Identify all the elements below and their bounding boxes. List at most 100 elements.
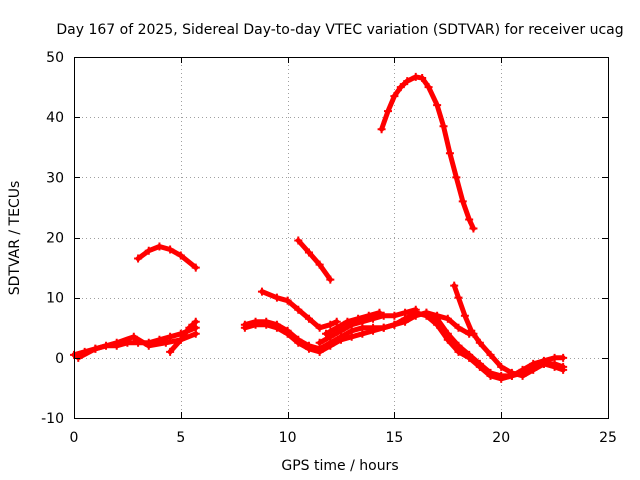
y-tick-label: 30	[46, 170, 64, 186]
x-tick-label: 5	[176, 430, 185, 446]
series-line-arc-4	[135, 244, 199, 271]
y-tick-label: 0	[55, 351, 64, 367]
data-point-arc-10	[322, 329, 331, 338]
data-point-arc-9	[379, 311, 388, 320]
x-tick-label: 25	[599, 430, 617, 446]
data-point-arc-2	[112, 338, 121, 347]
data-point-arc-2	[191, 329, 200, 338]
data-point-arc-2	[91, 344, 100, 353]
data-point-arc-4	[176, 251, 185, 260]
data-point-arc-8	[326, 275, 335, 284]
data-point-arc-13	[422, 308, 431, 317]
data-point-arc-11	[469, 224, 478, 233]
series-line-arc-8	[295, 238, 333, 283]
data-point-arc-8	[294, 236, 303, 245]
data-point-arc-6	[475, 362, 484, 371]
data-point-arc-10	[332, 323, 341, 332]
data-point-arc-6	[240, 320, 249, 329]
data-point-arc-10	[364, 311, 373, 320]
data-point-arc-6	[369, 323, 378, 332]
data-point-arc-6	[497, 374, 506, 383]
x-axis-label: GPS time / hours	[281, 458, 398, 474]
data-point-arc-12	[518, 371, 527, 380]
data-point-arc-9	[411, 305, 420, 314]
data-point-arc-12	[450, 281, 459, 290]
x-tick-label: 0	[70, 430, 79, 446]
data-point-arc-4	[155, 242, 164, 251]
y-axis-label: SDTVAR / TECUs	[7, 181, 23, 296]
data-point-arc-11	[433, 101, 442, 110]
data-point-arc-11	[396, 83, 405, 92]
data-point-arc-6	[390, 320, 399, 329]
data-point-arc-6	[251, 317, 260, 326]
data-point-arc-11	[439, 122, 448, 131]
data-point-arc-11	[458, 197, 467, 206]
y-tick-label: -10	[41, 411, 64, 427]
data-point-arc-8	[315, 260, 324, 269]
data-point-arc-12	[475, 338, 484, 347]
data-point-arc-11	[418, 74, 427, 83]
data-point-arc-6	[486, 371, 495, 380]
data-point-arc-8	[304, 248, 313, 257]
data-point-arc-12	[507, 368, 516, 377]
data-series	[70, 72, 568, 383]
data-point-arc-6	[550, 353, 559, 362]
data-point-arc-12	[559, 365, 568, 374]
x-tick-label: 10	[279, 430, 297, 446]
data-point-arc-6	[272, 320, 281, 329]
grid-lines	[74, 57, 608, 418]
data-point-arc-6	[379, 323, 388, 332]
data-point-arc-6	[443, 335, 452, 344]
data-point-arc-13	[433, 311, 442, 320]
data-point-arc-11	[383, 107, 392, 116]
data-point-arc-3	[185, 323, 194, 332]
data-point-arc-10	[354, 314, 363, 323]
data-point-arc-6	[304, 341, 313, 350]
data-point-arc-6	[283, 326, 292, 335]
data-point-arc-4	[191, 263, 200, 272]
data-point-arc-12	[550, 362, 559, 371]
data-point-arc-3	[191, 317, 200, 326]
chart-title: Day 167 of 2025, Sidereal Day-to-day VTE…	[56, 22, 623, 38]
data-point-arc-12	[539, 359, 548, 368]
axis-ticks: 0 5 10 15 20 25 -10 0 10 20 30 40 50	[41, 50, 617, 446]
data-point-arc-7	[315, 323, 324, 332]
data-point-arc-11	[465, 215, 474, 224]
y-tick-label: 10	[46, 291, 64, 307]
data-point-arc-6	[294, 335, 303, 344]
data-point-arc-11	[424, 83, 433, 92]
data-point-arc-7	[294, 305, 303, 314]
data-point-arc-11	[445, 149, 454, 158]
data-point-arc-4	[166, 245, 175, 254]
data-point-arc-11	[452, 173, 461, 182]
data-point-arc-10	[375, 308, 384, 317]
data-point-arc-12	[529, 365, 538, 374]
data-point-arc-3	[176, 335, 185, 344]
data-point-arc-10	[343, 317, 352, 326]
data-point-arc-2	[161, 338, 170, 347]
data-point-arc-2	[74, 353, 83, 362]
data-point-arc-13	[454, 323, 463, 332]
data-point-arc-2	[129, 332, 138, 341]
y-tick-label: 20	[46, 231, 64, 247]
data-point-arc-6	[433, 320, 442, 329]
y-tick-label: 40	[46, 110, 64, 126]
data-point-arc-2	[144, 341, 153, 350]
data-point-arc-4	[144, 246, 153, 255]
data-point-arc-12	[486, 350, 495, 359]
data-point-arc-7	[304, 314, 313, 323]
data-point-arc-12	[460, 311, 469, 320]
data-point-arc-6	[454, 347, 463, 356]
series-line-arc-9	[317, 307, 419, 346]
x-tick-label: 15	[385, 430, 403, 446]
data-point-arc-9	[401, 308, 410, 317]
series-line-arc-3	[167, 319, 199, 355]
data-point-arc-9	[315, 338, 324, 347]
data-point-arc-7	[272, 293, 281, 302]
data-point-arc-6	[465, 353, 474, 362]
data-point-arc-7	[257, 287, 266, 296]
data-point-arc-12	[454, 293, 463, 302]
x-tick-label: 20	[492, 430, 510, 446]
